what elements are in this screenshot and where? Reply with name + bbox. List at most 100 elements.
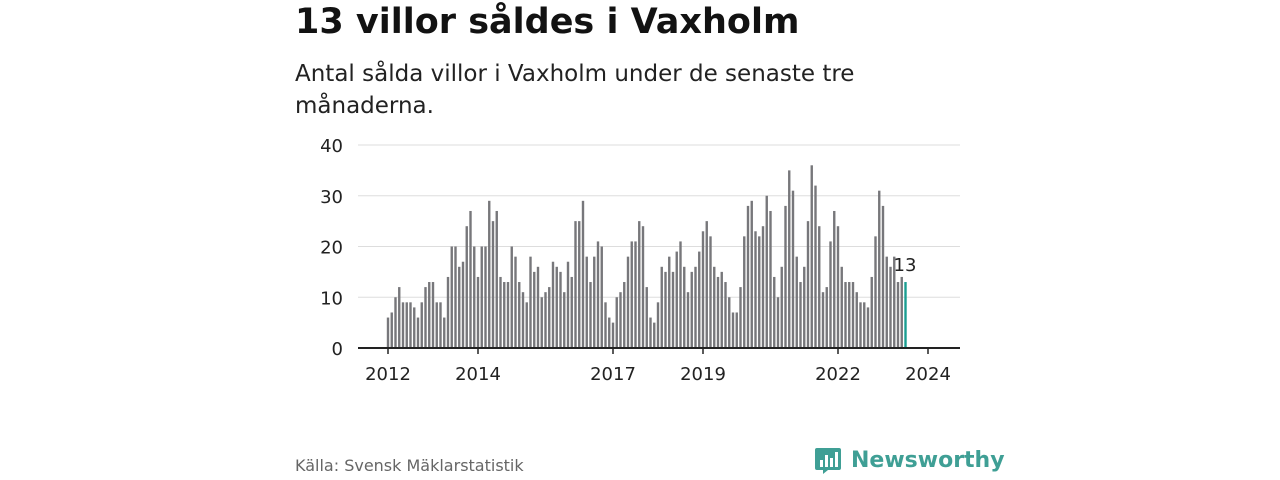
bar [671,271,675,348]
bar [604,302,607,348]
bar [615,297,618,348]
bar [754,231,757,348]
bar [499,276,502,348]
bar [769,210,772,348]
bar-chart: 0 10 20 30 40 13 2012 2014 2017 2019 2022 2024 [320,136,960,385]
bar [848,282,851,348]
bar [416,317,420,348]
bar [788,170,791,348]
source-note: Källa: Svensk Mäklarstatistik [295,456,524,475]
bar [469,210,472,348]
bar [821,292,825,348]
bar [559,271,562,348]
x-tick-label: 2017 [590,364,636,385]
bar [683,266,686,348]
bar [724,282,727,348]
bar [743,236,746,348]
bar [776,297,780,348]
bar [641,226,645,348]
bar-highlight [904,282,907,348]
bar [551,261,555,348]
bar [833,210,836,348]
bar [656,302,660,348]
bar [829,241,832,348]
bar [791,190,795,348]
bar [555,266,558,348]
bar [608,317,611,348]
bar [780,266,783,348]
bar [574,221,577,348]
brand-logo[interactable]: Newsworthy [814,446,1005,474]
bar [840,266,843,348]
bar [544,292,547,348]
bar [596,241,600,348]
bar [731,312,735,348]
bars [386,165,907,348]
bar [716,276,720,348]
bar [458,266,461,348]
bar [548,287,551,348]
bar [701,231,705,348]
axes: 0 10 20 30 40 13 2012 2014 2017 2019 2022 2024 [320,136,960,385]
bar [386,317,390,348]
bar [394,297,397,348]
bar [649,317,652,348]
bar [439,302,442,348]
bar [746,205,750,348]
bar [750,200,753,348]
bar [758,236,761,348]
bar [476,276,480,348]
bar [664,271,667,348]
x-tick-label: 2019 [680,364,726,385]
bar [585,256,588,348]
bar [424,287,427,348]
bar [581,200,585,348]
bar [420,302,423,348]
bar [521,292,525,348]
x-tick-label: 2012 [365,364,411,385]
bar [413,307,416,348]
x-tick-label: 2024 [905,364,951,385]
bar [566,261,570,348]
gridlines [358,144,960,298]
bar [851,282,855,348]
bar [739,287,742,348]
bar [491,221,495,348]
bar [795,256,798,348]
bar [623,282,626,348]
highlight-value-label: 13 [894,255,917,276]
bar [668,256,671,348]
bar [885,256,888,348]
newsworthy-logo-icon [814,446,842,474]
bar [488,200,491,348]
bar [611,322,615,348]
chart-title: 13 villor såldes i Vaxholm [295,2,800,42]
bar [518,282,521,348]
bar [855,292,858,348]
bar [761,226,765,348]
bar [705,221,708,348]
bar [405,302,408,348]
bar [728,297,731,348]
y-tick-label: 0 [332,339,343,360]
y-tick-label: 40 [320,136,343,157]
bar [473,246,476,348]
bar [645,287,648,348]
bar [600,246,603,348]
bar [825,287,828,348]
bar [465,226,468,348]
bar [630,241,633,348]
x-tick-label: 2022 [815,364,861,385]
bar [409,302,412,348]
bar [570,276,573,348]
bar [503,282,506,348]
bar [859,302,862,348]
y-tick-label: 10 [320,288,343,309]
bar [709,236,712,348]
bar [454,246,457,348]
bar [660,266,663,348]
bar [634,241,637,348]
bar [578,221,581,348]
bar [900,276,903,348]
bar [784,205,787,348]
